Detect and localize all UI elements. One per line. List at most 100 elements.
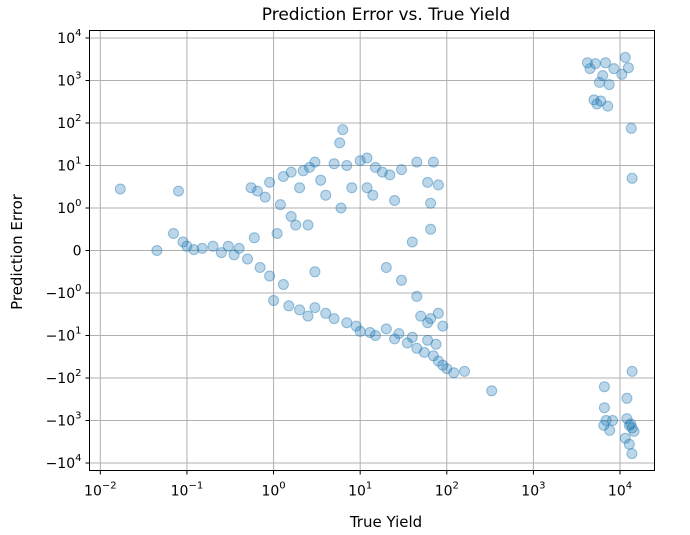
data-point xyxy=(337,124,349,136)
data-point xyxy=(384,169,396,181)
data-point xyxy=(486,385,498,397)
data-point xyxy=(285,211,297,222)
data-point xyxy=(625,418,637,430)
data-point xyxy=(621,413,633,425)
data-point xyxy=(600,415,612,426)
data-point xyxy=(283,300,295,312)
data-point xyxy=(328,313,340,325)
data-point xyxy=(341,317,353,329)
data-point xyxy=(369,330,381,341)
data-point xyxy=(396,274,407,286)
x-tick-label: 10−2 xyxy=(84,481,117,500)
data-point xyxy=(354,155,366,167)
y-tick-label: −102 xyxy=(46,368,82,387)
data-point xyxy=(181,240,193,252)
data-point xyxy=(432,355,444,367)
x-tick-label: 100 xyxy=(261,481,285,500)
data-point xyxy=(598,381,610,393)
data-point xyxy=(207,240,219,252)
data-point xyxy=(302,310,314,322)
data-point xyxy=(309,302,321,314)
data-point xyxy=(441,363,453,375)
data-point xyxy=(597,70,609,82)
data-point xyxy=(588,94,600,106)
data-point xyxy=(114,183,126,195)
data-point xyxy=(245,182,257,194)
data-point xyxy=(598,419,610,431)
data-point xyxy=(625,122,637,134)
data-point xyxy=(320,307,332,319)
data-point xyxy=(401,337,413,349)
data-point xyxy=(411,342,423,354)
data-point xyxy=(304,161,315,173)
data-point xyxy=(264,176,276,188)
data-point xyxy=(437,359,449,371)
data-point xyxy=(380,323,392,335)
data-point xyxy=(459,365,470,377)
data-point xyxy=(264,270,276,282)
data-point xyxy=(315,174,327,186)
data-point xyxy=(623,438,635,450)
data-point xyxy=(418,346,430,358)
x-tick-label: 102 xyxy=(435,481,459,500)
data-point xyxy=(277,279,289,290)
data-point xyxy=(626,365,638,377)
data-point xyxy=(422,334,434,346)
data-point xyxy=(309,156,321,168)
data-point xyxy=(422,317,434,329)
data-point xyxy=(271,228,283,239)
x-tick-label: 10−1 xyxy=(171,481,204,500)
data-point xyxy=(432,307,444,319)
data-point xyxy=(411,290,423,302)
y-tick-label: 104 xyxy=(57,28,81,47)
data-point xyxy=(619,51,631,63)
x-tick-label: 104 xyxy=(608,481,632,500)
data-point xyxy=(591,98,603,110)
data-point xyxy=(448,367,460,379)
data-point xyxy=(626,172,638,184)
data-point xyxy=(598,402,610,414)
data-point xyxy=(277,171,289,182)
points-layer xyxy=(114,51,640,460)
data-point xyxy=(294,304,306,316)
data-point xyxy=(393,328,405,340)
data-point xyxy=(259,191,271,203)
data-point xyxy=(173,185,184,197)
data-point xyxy=(396,164,407,176)
x-tick-label: 103 xyxy=(521,481,545,500)
data-point xyxy=(228,249,240,261)
data-point xyxy=(616,68,628,80)
data-point xyxy=(623,419,635,431)
data-point xyxy=(621,392,633,404)
data-point xyxy=(290,219,302,231)
data-point xyxy=(297,165,309,177)
data-point xyxy=(361,152,373,164)
data-point xyxy=(427,156,439,168)
data-point xyxy=(222,240,234,252)
y-axis-label: Prediction Error xyxy=(8,193,26,310)
data-point xyxy=(595,95,607,107)
data-point xyxy=(619,432,631,444)
data-point xyxy=(376,166,388,178)
data-point xyxy=(350,320,362,332)
y-tick-label: −101 xyxy=(46,326,82,345)
data-point xyxy=(151,245,163,256)
y-tick-label: −104 xyxy=(46,453,82,472)
data-point xyxy=(411,156,423,168)
data-point xyxy=(425,197,437,209)
data-point xyxy=(584,63,596,75)
data-point xyxy=(346,182,358,194)
data-point xyxy=(608,63,620,75)
data-point xyxy=(294,182,306,194)
data-point xyxy=(215,247,227,259)
y-tick-label: 100 xyxy=(57,198,81,217)
data-point xyxy=(600,57,611,69)
y-tick-label: −103 xyxy=(46,411,82,430)
data-point xyxy=(268,295,280,306)
data-point xyxy=(188,244,200,256)
x-axis-label: True Yield xyxy=(349,513,422,531)
data-point xyxy=(422,176,434,188)
y-tick-label: 0 xyxy=(73,244,82,260)
data-point xyxy=(437,320,449,332)
